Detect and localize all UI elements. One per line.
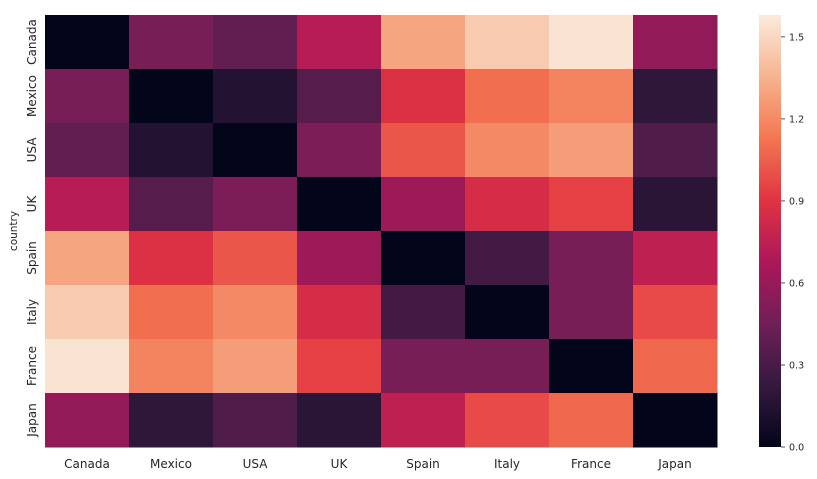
heatmap-cell-spain-italy [465,231,550,286]
heatmap-cell-france-japan [633,339,718,394]
heatmap-cell-mexico-uk [297,69,382,124]
y-axis-title: country [8,211,20,251]
y-tick-label: UK [25,195,39,213]
heatmap-cell-france-canada [45,339,130,394]
heatmap-cell-uk-canada [45,177,130,232]
heatmap-cell-japan-uk [297,393,382,448]
heatmap-cell-canada-canada [45,15,130,70]
heatmap-cell-canada-italy [465,15,550,70]
heatmap-cell-japan-japan [633,393,718,448]
x-tick-label: USA [243,457,269,471]
heatmap-cell-japan-usa [213,393,298,448]
heatmap-cell-mexico-mexico [129,69,214,124]
heatmap-cell-mexico-spain [381,69,466,124]
colorbar-tick-label: 1.2 [789,114,804,125]
heatmap-cell-spain-france [549,231,634,286]
heatmap-cell-italy-france [549,285,634,340]
x-tick-label: Spain [406,457,440,471]
heatmap-cell-spain-canada [45,231,130,286]
x-tick-label: UK [331,457,349,471]
heatmap-cell-usa-uk [297,123,382,178]
y-axis-ticks: Canada Mexico USA UK Spain Italy France Japan [25,19,39,438]
heatmap-cell-japan-mexico [129,393,214,448]
heatmap-cell-usa-spain [381,123,466,178]
heatmap-cell-mexico-japan [633,69,718,124]
heatmap-cell-canada-france [549,15,634,70]
heatmap-cell-canada-uk [297,15,382,70]
colorbar-tick-label: 0.6 [789,278,804,289]
heatmap-cell-canada-mexico [129,15,214,70]
heatmap-cell-italy-italy [465,285,550,340]
heatmap-cell-usa-canada [45,123,130,178]
heatmap-cell-japan-spain [381,393,466,448]
colorbar-tick-label: 0.0 [789,443,804,454]
heatmap-cell-spain-mexico [129,231,214,286]
heatmap-cell-uk-mexico [129,177,214,232]
heatmap-cell-italy-spain [381,285,466,340]
colorbar-tick-label: 0.3 [789,360,804,371]
x-tick-label: Canada [64,457,110,471]
y-tick-label: USA [25,137,39,163]
x-tick-label: Japan [657,457,691,471]
heatmap-cells [45,15,718,448]
heatmap-cell-usa-italy [465,123,550,178]
x-tick-label: France [571,457,611,471]
colorbar-ticks: 0.0 0.3 0.6 0.9 1.2 1.5 [781,32,804,454]
heatmap-cell-france-mexico [129,339,214,394]
heatmap-cell-japan-canada [45,393,130,448]
y-tick-label: France [25,346,39,386]
heatmap-cell-spain-spain [381,231,466,286]
x-axis-ticks: Canada Mexico USA UK Spain Italy France Japan [64,457,692,471]
colorbar: 0.0 0.3 0.6 0.9 1.2 1.5 [759,15,804,454]
heatmap-cell-spain-japan [633,231,718,286]
heatmap-cell-spain-usa [213,231,298,286]
heatmap-cell-italy-canada [45,285,130,340]
heatmap-cell-japan-italy [465,393,550,448]
heatmap-cell-uk-spain [381,177,466,232]
heatmap-cell-uk-usa [213,177,298,232]
heatmap-cell-italy-usa [213,285,298,340]
heatmap-cell-france-france [549,339,634,394]
heatmap-cell-usa-usa [213,123,298,178]
heatmap-cell-france-usa [213,339,298,394]
heatmap-cell-italy-mexico [129,285,214,340]
y-tick-label: Mexico [25,75,39,117]
y-tick-label: Spain [25,241,39,275]
colorbar-gradient [759,15,781,447]
heatmap-cell-uk-japan [633,177,718,232]
heatmap-cell-mexico-canada [45,69,130,124]
heatmap-cell-italy-uk [297,285,382,340]
heatmap-cell-mexico-usa [213,69,298,124]
x-tick-label: Mexico [150,457,192,471]
heatmap-cell-uk-italy [465,177,550,232]
heatmap-cell-uk-uk [297,177,382,232]
colorbar-tick-label: 1.5 [789,32,804,43]
x-tick-label: Italy [494,457,520,471]
y-tick-label: Italy [25,299,39,325]
heatmap-cell-canada-usa [213,15,298,70]
heatmap-cell-japan-france [549,393,634,448]
heatmap-cell-mexico-france [549,69,634,124]
heatmap-cell-canada-spain [381,15,466,70]
y-tick-label: Canada [25,19,39,65]
heatmap-cell-france-spain [381,339,466,394]
heatmap-cell-uk-france [549,177,634,232]
heatmap-cell-usa-mexico [129,123,214,178]
heatmap-cell-spain-uk [297,231,382,286]
heatmap-cell-usa-france [549,123,634,178]
heatmap-cell-mexico-italy [465,69,550,124]
heatmap-cell-italy-japan [633,285,718,340]
heatmap-cell-france-italy [465,339,550,394]
heatmap-cell-usa-japan [633,123,718,178]
heatmap-cell-canada-japan [633,15,718,70]
y-tick-label: Japan [25,403,39,437]
heatmap-cell-france-uk [297,339,382,394]
colorbar-tick-label: 0.9 [789,196,804,207]
